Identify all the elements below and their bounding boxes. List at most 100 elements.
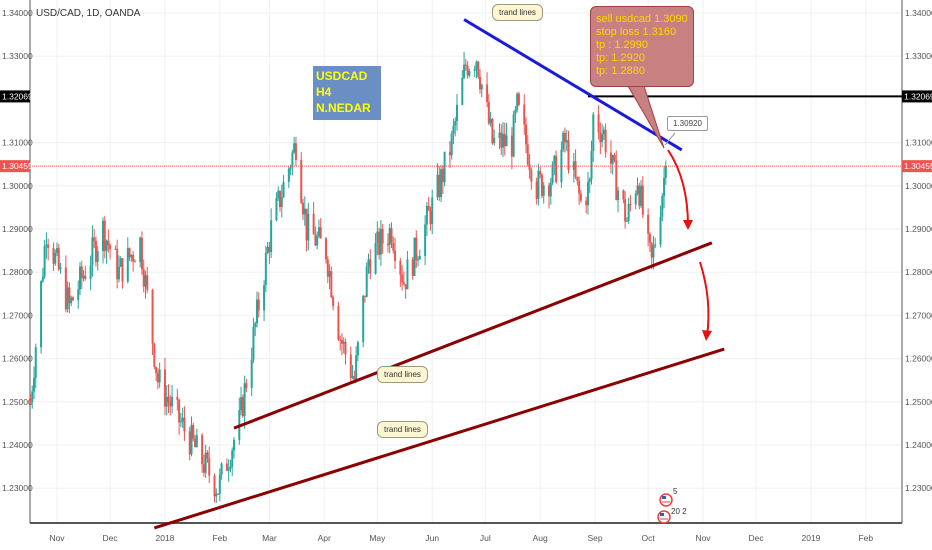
candle-body — [128, 248, 131, 258]
arrow-down-2[interactable] — [699, 261, 710, 337]
candle-body — [294, 143, 297, 160]
candle-body — [578, 180, 581, 194]
candle-body — [220, 463, 223, 475]
candle-body — [664, 165, 667, 178]
candle-body — [245, 383, 248, 388]
candle-body — [415, 237, 418, 261]
candle-body — [243, 383, 246, 417]
candle-body — [57, 248, 60, 270]
candle-body — [257, 299, 260, 311]
arrow-down-1[interactable] — [667, 149, 689, 227]
last-price-tag-left-text: 1.30455 — [2, 161, 33, 171]
candle-body — [102, 220, 105, 252]
candle-body — [362, 295, 365, 343]
candle-body — [293, 143, 296, 153]
trend-note[interactable]: trand lines — [377, 421, 428, 438]
candle-body — [411, 259, 414, 276]
candle-body — [652, 245, 655, 258]
trend-note[interactable]: trand lines — [492, 4, 543, 21]
candle-body — [146, 275, 149, 290]
candle-body — [332, 297, 335, 307]
event-count: 5 — [673, 487, 678, 496]
y-tick-label-right: 1.30000 — [905, 181, 932, 191]
candle-body — [349, 354, 352, 378]
candle-body — [363, 295, 366, 297]
trend-line[interactable] — [233, 241, 713, 430]
level-tag-right — [902, 90, 932, 103]
price-callout[interactable]: 1.30920 — [667, 116, 708, 131]
x-tick-label: Aug — [533, 533, 548, 543]
candle-body — [268, 246, 271, 253]
signal-callout[interactable]: sell usdcad 1.3090 stop loss 1.3160 tp :… — [590, 6, 694, 87]
candle-body — [555, 155, 558, 183]
us-flag-event-icon[interactable] — [659, 493, 673, 507]
candle-body — [417, 259, 420, 261]
candle-body — [567, 140, 570, 170]
candle-body — [463, 64, 466, 78]
candle-body — [165, 396, 168, 407]
candle-body — [103, 220, 106, 251]
candle-body — [307, 213, 310, 241]
candle-body — [114, 248, 117, 250]
candle-body — [615, 160, 618, 201]
y-tick-label-right: 1.28000 — [905, 267, 932, 277]
candle-body — [427, 206, 430, 211]
candle-body — [344, 341, 347, 355]
candle-body — [388, 228, 391, 246]
last-price-tag-right-text: 1.30455 — [904, 161, 932, 171]
candle-body — [353, 376, 356, 381]
candle-body — [468, 70, 471, 76]
candle-body — [376, 231, 379, 243]
candle-body — [43, 246, 46, 277]
y-tick-label-right: 1.27000 — [905, 310, 932, 320]
flag-canton — [662, 496, 666, 499]
candle-body — [287, 168, 290, 182]
candle-body — [429, 210, 432, 225]
candle-body — [29, 401, 32, 403]
candle-body — [401, 274, 404, 283]
candle-body — [413, 237, 416, 276]
x-tick-label: Nov — [49, 533, 65, 543]
candle-body — [64, 267, 67, 310]
candle-body — [59, 267, 62, 270]
candle-body — [266, 246, 269, 253]
candle-body — [454, 121, 457, 126]
candle-body — [326, 259, 329, 277]
trend-note[interactable]: trand lines — [377, 366, 428, 383]
signal-line: sell usdcad 1.3090 — [596, 13, 688, 25]
candle-body — [119, 258, 122, 267]
candle-body — [436, 174, 439, 198]
candle-body — [562, 132, 565, 150]
candle-body — [590, 151, 593, 180]
candle-body — [512, 114, 515, 157]
candle-body — [399, 260, 402, 275]
candle-body — [206, 452, 209, 459]
candle-body — [270, 220, 273, 253]
candle-body — [190, 424, 193, 455]
candle-body — [169, 401, 172, 407]
candle-body — [431, 197, 434, 225]
candle-body — [339, 339, 342, 341]
candle-body — [386, 243, 389, 246]
candle-body — [641, 185, 644, 215]
candle-body — [289, 167, 292, 169]
candle-body — [530, 170, 533, 182]
info-timeframe: H4 — [316, 85, 332, 99]
y-tick-label-right: 1.23000 — [905, 483, 932, 493]
us-flag-event-icon[interactable] — [657, 510, 671, 524]
trend-line[interactable] — [153, 347, 725, 530]
candle-body — [54, 252, 57, 264]
candle-body — [640, 185, 643, 206]
y-tick-label-left: 1.33000 — [2, 51, 33, 61]
candle-body — [139, 237, 142, 263]
candle-body — [548, 185, 551, 197]
candle-body — [325, 238, 328, 260]
candle-body — [466, 65, 469, 76]
trend-line[interactable] — [463, 18, 683, 152]
candle-body — [96, 251, 99, 262]
candle-body — [337, 306, 340, 340]
candle-body — [116, 248, 119, 280]
candle-body — [579, 193, 582, 201]
candle-body — [319, 227, 322, 239]
